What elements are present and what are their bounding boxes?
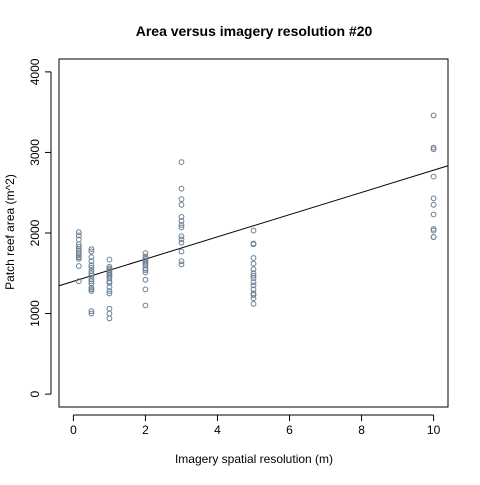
data-point: [75, 243, 82, 250]
data-point: [430, 112, 437, 119]
data-point: [178, 185, 185, 192]
data-point: [178, 233, 185, 240]
x-tick-label: 6: [286, 423, 293, 437]
x-tick-label: 2: [142, 423, 149, 437]
data-point: [142, 267, 149, 273]
data-point: [106, 284, 113, 290]
data-point: [88, 288, 95, 294]
data-point: [75, 232, 82, 239]
data-point: [88, 308, 95, 315]
data-point: [250, 292, 257, 298]
data-point: [75, 278, 82, 285]
regression-line: [58, 165, 449, 287]
data-point: [178, 213, 185, 220]
data-point: [430, 211, 437, 218]
data-point: [250, 286, 257, 293]
data-point: [88, 310, 95, 317]
data-point: [106, 310, 113, 317]
y-tick-label: 3000: [28, 139, 42, 166]
data-point: [75, 263, 82, 269]
data-point: [430, 195, 437, 202]
data-point: [88, 272, 95, 279]
x-tick-label: 0: [70, 423, 77, 437]
data-point: [142, 269, 149, 276]
data-point: [430, 146, 437, 153]
data-point: [142, 253, 149, 260]
y-axis-label: Patch reef area (m^2): [3, 174, 17, 290]
data-point: [250, 279, 257, 286]
data-point: [106, 280, 113, 286]
y-tick-label: 2000: [28, 219, 42, 246]
data-point: [142, 286, 149, 293]
data-point: [250, 266, 257, 273]
data-point: [178, 201, 185, 208]
data-point: [106, 305, 113, 312]
data-point: [88, 246, 95, 253]
data-point: [106, 290, 113, 297]
data-point: [250, 241, 257, 248]
data-point: [430, 234, 437, 240]
data-point: [250, 300, 257, 307]
y-tick-label: 4000: [28, 58, 42, 85]
x-tick-label: 4: [214, 423, 221, 437]
data-point: [178, 222, 185, 228]
data-point: [88, 280, 95, 287]
data-point: [88, 270, 95, 277]
data-point: [88, 278, 95, 285]
data-point: [250, 295, 257, 302]
x-tick-label: 8: [358, 423, 365, 437]
data-point: [178, 239, 185, 246]
data-point: [106, 256, 113, 263]
data-point: [250, 282, 257, 289]
data-point: [88, 258, 95, 265]
data-point: [178, 248, 185, 255]
data-point: [250, 275, 257, 282]
data-point: [142, 302, 149, 309]
chart-title: Area versus imagery resolution #20: [136, 23, 373, 39]
data-point: [178, 218, 185, 224]
regression-line-group: [58, 165, 449, 287]
data-point: [250, 255, 257, 261]
data-point: [142, 250, 149, 257]
data-point: [106, 288, 113, 294]
data-point: [178, 159, 185, 166]
data-point: [430, 201, 437, 208]
data-point: [88, 264, 95, 271]
data-point: [88, 248, 95, 255]
data-point: [106, 315, 113, 322]
data-point: [88, 262, 95, 269]
data-point: [178, 258, 185, 265]
data-point: [75, 255, 82, 262]
data-point: [178, 261, 185, 268]
x-axis-label: Imagery spatial resolution (m): [175, 452, 333, 466]
data-point: [88, 254, 95, 261]
data-point: [75, 229, 82, 236]
axes: 0 2 4 6 8 10 0 1000 2000 3000 4000: [28, 58, 449, 437]
data-point: [250, 272, 257, 279]
data-point: [178, 224, 185, 231]
data-point: [142, 276, 149, 283]
data-point: [75, 250, 82, 257]
y-tick-label: 0: [28, 390, 42, 397]
data-point: [430, 173, 437, 180]
data-point: [178, 196, 185, 203]
x-tick-label: 10: [427, 423, 441, 437]
data-points: [75, 112, 437, 322]
data-point: [250, 227, 257, 234]
data-point: [430, 227, 437, 234]
data-point: [250, 260, 257, 267]
data-point: [178, 236, 185, 243]
plot-frame: [58, 58, 449, 408]
y-tick-label: 1000: [28, 300, 42, 327]
